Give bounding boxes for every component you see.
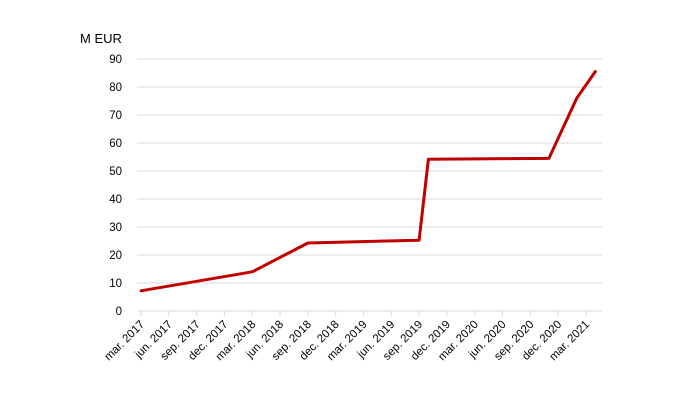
y-tick-label: 0 [116,306,122,318]
gridlines [137,58,602,312]
y-tick-label: 30 [109,222,122,234]
y-tick-label: 70 [109,110,122,122]
y-tick-label: 10 [109,278,122,290]
series-group [139,70,597,293]
y-tick-label: 40 [109,194,122,206]
y-tick-label: 80 [109,82,122,94]
y-tick-label: 50 [109,166,122,178]
y-axis-ticks: 0 10 20 30 40 50 60 70 80 90 [109,54,122,318]
y-tick-label: 20 [109,250,122,262]
y-axis-title: M EUR [80,31,122,46]
series-line [139,70,597,293]
y-tick-label: 90 [109,54,122,66]
y-tick-label: 60 [109,138,122,150]
